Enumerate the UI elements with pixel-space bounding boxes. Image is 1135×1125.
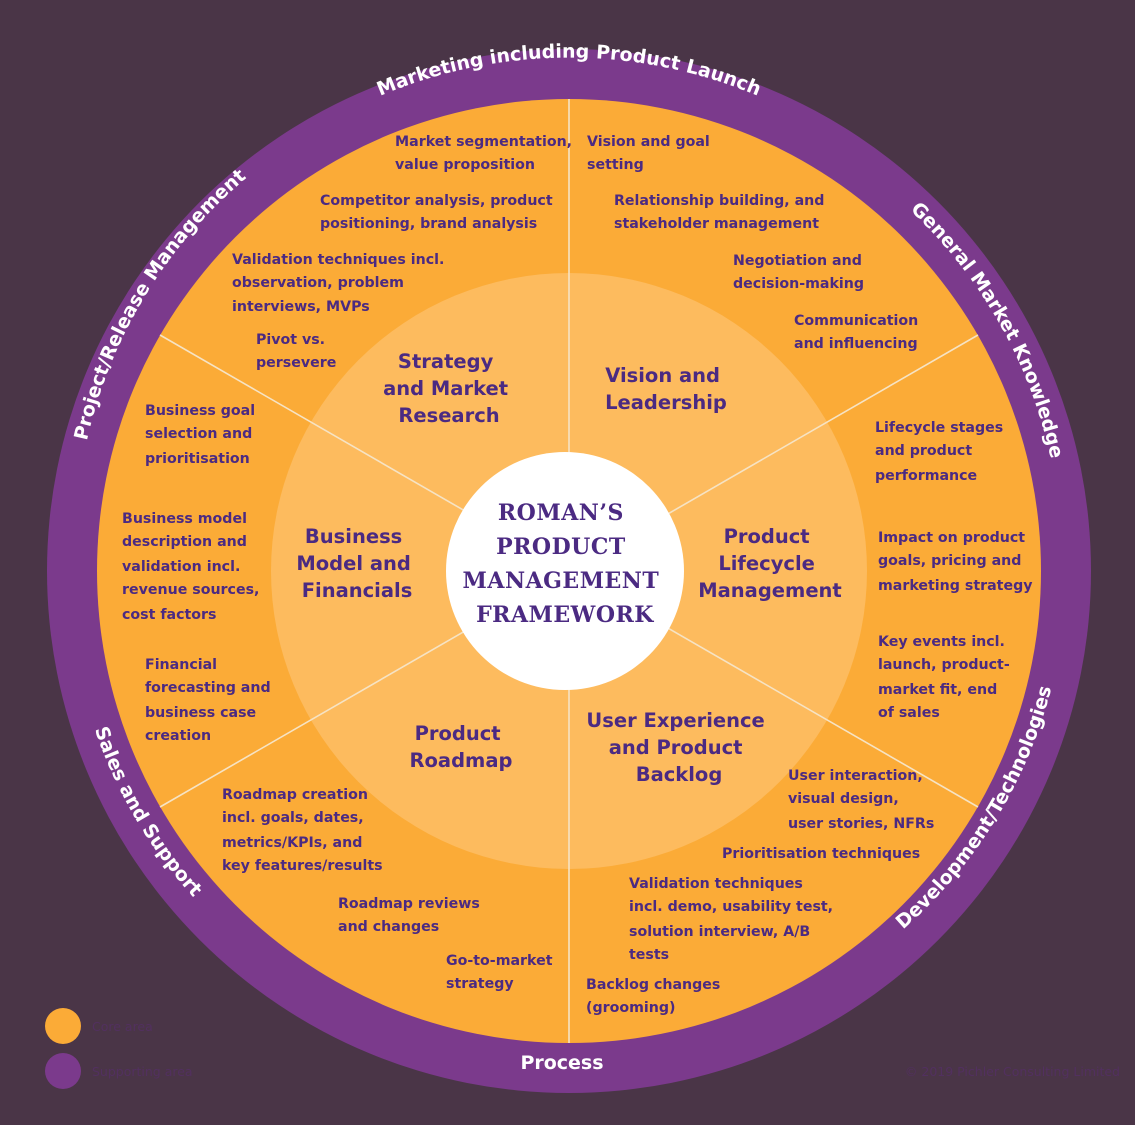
legend-supporting-label: Supporting area — [92, 1064, 193, 1079]
legend-supporting-swatch — [45, 1053, 81, 1089]
ux-detail-4: Backlog changes (grooming) — [586, 977, 725, 1016]
center-title: ROMAN’S PRODUCT MANAGEMENT FRAMEWORK — [463, 500, 668, 628]
business-detail-1: Business goal selection and prioritisati… — [145, 403, 260, 467]
center-line-2: PRODUCT — [496, 534, 626, 560]
vision-detail-1: Vision and goal setting — [587, 134, 715, 173]
roadmap-detail-2: Roadmap reviews and changes — [338, 896, 485, 935]
area-vision-title: Vision and Leadership — [605, 364, 727, 414]
business-detail-3: Financial forecasting and business case … — [145, 657, 276, 744]
lifecycle-detail-3: Key events incl. launch, product- market… — [878, 634, 1015, 721]
center-line-1: ROMAN’S — [498, 500, 624, 526]
legend-core-label: Core area — [92, 1019, 153, 1034]
strategy-detail-2: Competitor analysis, product positioning… — [320, 193, 558, 232]
area-ux-title: User Experience and Product Backlog — [586, 709, 771, 786]
lifecycle-detail-2: Impact on product goals, pricing and mar… — [878, 530, 1032, 594]
legend-core-swatch — [45, 1008, 81, 1044]
lifecycle-detail-1: Lifecycle stages and product performance — [875, 420, 1008, 484]
area-business-title: Business Model and Financials — [296, 525, 417, 602]
center-line-4: FRAMEWORK — [476, 602, 654, 628]
ux-detail-3: Validation techniques incl. demo, usabil… — [629, 876, 838, 963]
roadmap-detail-1: Roadmap creation incl. goals, dates, met… — [222, 787, 383, 874]
ux-detail-1: User interaction, visual design, user st… — [788, 768, 934, 832]
strategy-detail-1: Market segmentation, value proposition — [395, 134, 577, 173]
support-bottom-label: Process — [520, 1052, 603, 1074]
roadmap-detail-3: Go-to-market strategy — [446, 953, 557, 992]
area-strategy-title: Strategy and Market Research — [383, 350, 515, 427]
ux-detail-2: Prioritisation techniques — [722, 846, 920, 862]
vision-detail-2: Relationship building, and stakeholder m… — [614, 193, 829, 232]
center-line-3: MANAGEMENT — [463, 568, 660, 594]
center-circle — [446, 452, 684, 690]
business-detail-2: Business model description and validatio… — [122, 511, 264, 623]
strategy-detail-4: Pivot vs. persevere — [256, 332, 336, 371]
area-roadmap-title: Product Roadmap — [410, 722, 513, 772]
area-lifecycle-title: Product Lifecycle Management — [698, 525, 842, 602]
strategy-detail-3: Validation techniques incl. observation,… — [232, 252, 449, 315]
copyright-notice: © 2019 Pichler Consulting Limited — [905, 1064, 1120, 1079]
vision-detail-3: Negotiation and decision-making — [733, 253, 867, 292]
vision-detail-4: Communication and influencing — [794, 313, 923, 352]
